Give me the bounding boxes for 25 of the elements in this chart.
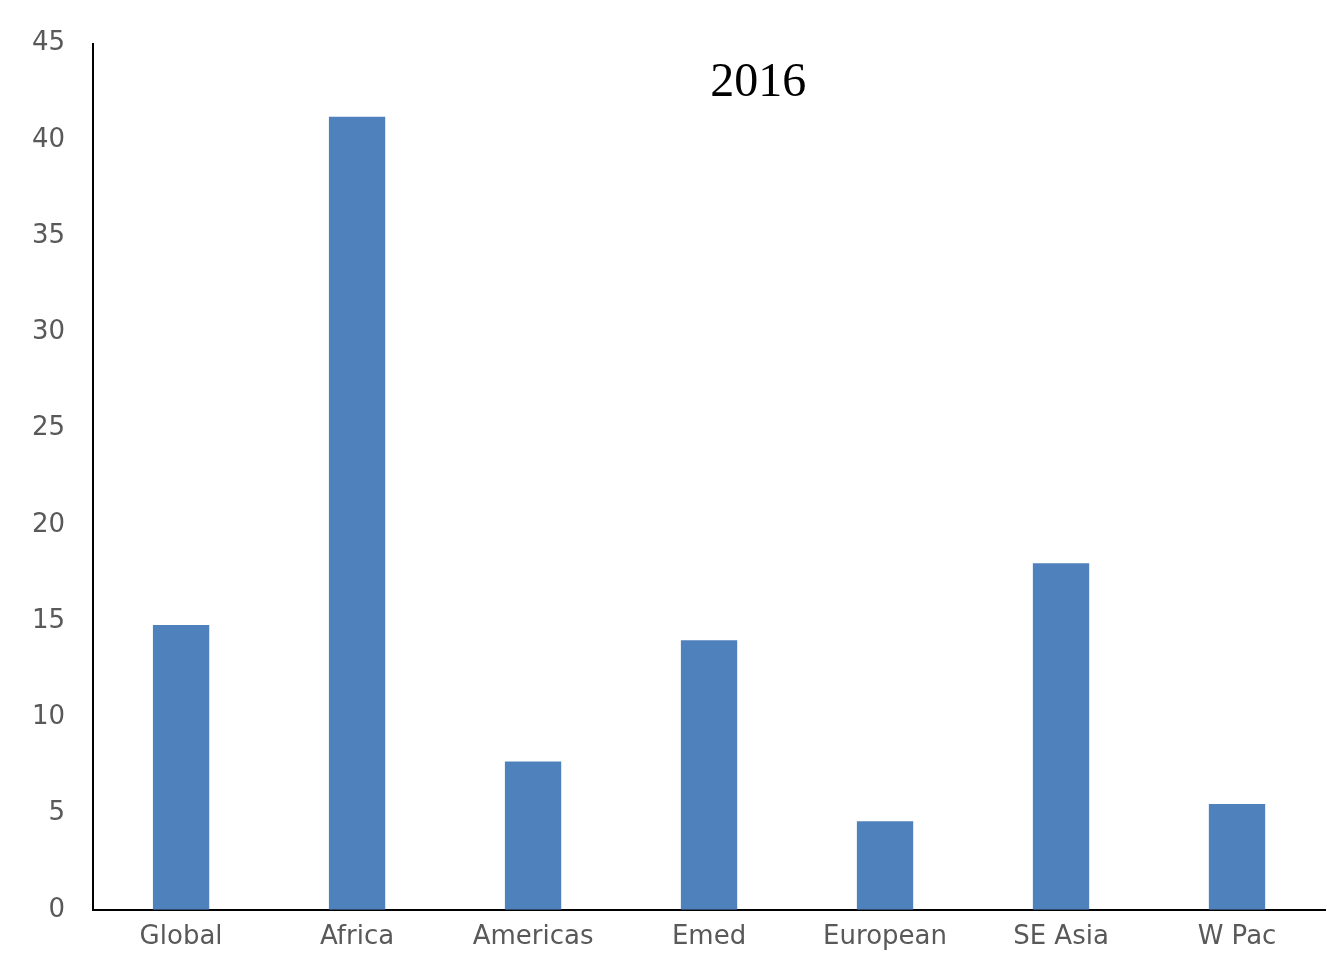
- x-tick-label: Emed: [671, 920, 747, 951]
- bar: [1208, 803, 1266, 910]
- y-tick-label: 5: [48, 796, 66, 827]
- x-tick-label: Africa: [319, 920, 395, 951]
- y-tick-label: 0: [48, 892, 66, 923]
- x-tick-label: Global: [139, 920, 223, 951]
- y-tick-label: 45: [31, 26, 66, 57]
- bar: [328, 116, 386, 910]
- x-tick-label: Americas: [472, 920, 594, 951]
- x-tick-label: European: [823, 920, 947, 951]
- bar: [504, 761, 562, 910]
- y-tick-label: 15: [31, 603, 66, 634]
- x-tick-label: W Pac: [1197, 920, 1277, 951]
- bar: [680, 640, 738, 910]
- y-tick-label: 40: [31, 122, 66, 153]
- y-tick-label: 10: [31, 700, 66, 731]
- chart-title: 2016: [710, 53, 807, 107]
- x-tick-label: SE Asia: [1013, 920, 1109, 951]
- y-tick-label: 20: [31, 507, 66, 538]
- bar: [1032, 563, 1090, 910]
- y-tick-label: 25: [31, 411, 66, 442]
- y-tick-label: 30: [31, 315, 66, 346]
- y-tick-label: 35: [31, 218, 66, 249]
- bar: [856, 821, 914, 910]
- bar: [152, 624, 210, 910]
